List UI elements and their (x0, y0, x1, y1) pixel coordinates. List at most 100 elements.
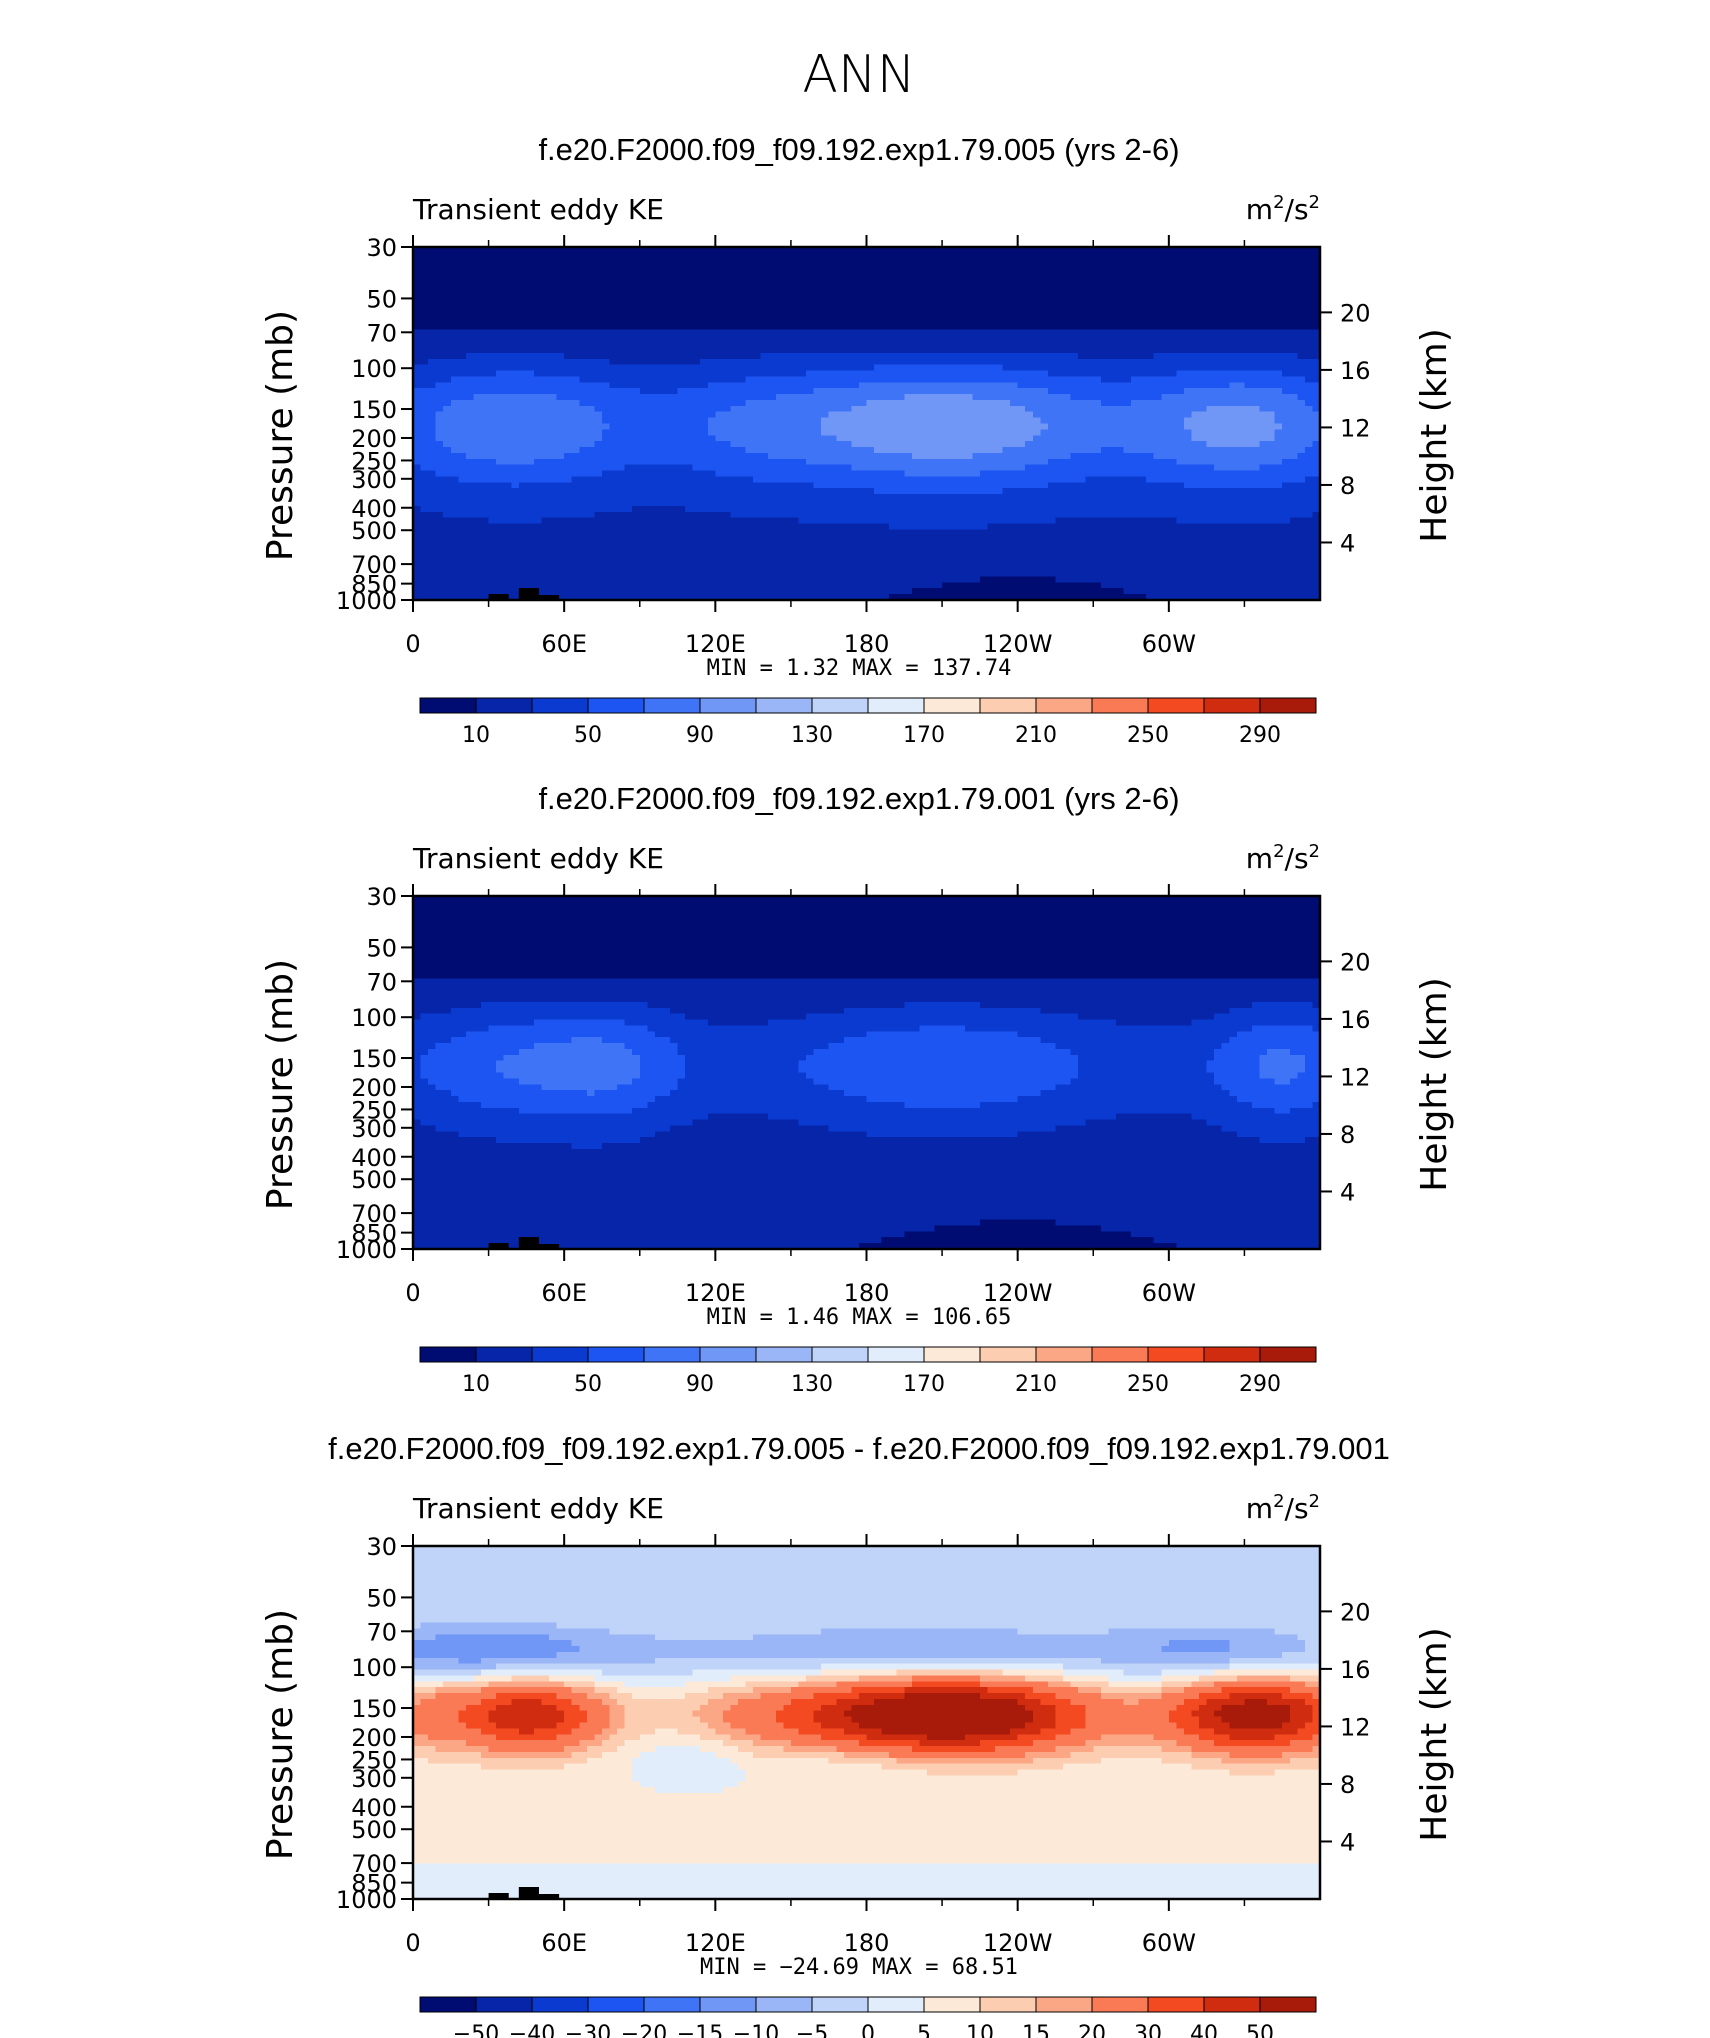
heatmap-cell (972, 482, 981, 489)
heatmap-cell (738, 370, 747, 378)
heatmap-cell (624, 394, 633, 401)
heatmap-cell (435, 335, 444, 342)
heatmap-cell (579, 258, 588, 266)
heatmap-cell (813, 252, 822, 260)
heatmap-cell (435, 317, 444, 325)
heatmap-cell (1055, 405, 1064, 413)
heatmap-cell (828, 458, 837, 466)
heatmap-cell (1093, 376, 1102, 383)
heatmap-cell (979, 417, 989, 425)
heatmap-cell (949, 382, 958, 389)
heatmap-cell (942, 247, 951, 254)
heatmap-cell (881, 341, 890, 348)
heatmap-cell (843, 417, 852, 425)
heatmap-cell (738, 399, 747, 407)
heatmap-cell (987, 470, 996, 478)
heatmap-cell (526, 447, 535, 454)
heatmap-cell (790, 399, 800, 407)
heatmap-cell (586, 476, 595, 483)
heatmap-cell (450, 399, 459, 407)
heatmap-cell (1221, 370, 1230, 378)
heatmap-cell (911, 341, 921, 348)
heatmap-cell (601, 376, 611, 383)
heatmap-cell (828, 399, 837, 407)
heatmap-cell (919, 429, 928, 436)
heatmap-cell (1168, 305, 1177, 313)
heatmap-cell (1229, 411, 1238, 419)
heatmap-cell (1085, 435, 1094, 442)
heatmap-cell (443, 423, 452, 430)
heatmap-cell (632, 329, 641, 336)
heatmap-cell (1085, 441, 1094, 448)
heatmap-cell (662, 258, 671, 266)
heatmap-cell (942, 441, 951, 448)
heatmap-cell (1063, 282, 1072, 289)
heatmap-cell (858, 458, 868, 466)
heatmap-cell (1093, 364, 1102, 372)
heatmap-cell (685, 429, 694, 436)
heatmap-cell (586, 429, 595, 436)
heatmap-cell (987, 394, 996, 401)
heatmap-cell (926, 276, 936, 283)
heatmap-cell (1131, 282, 1140, 289)
heatmap-cell (488, 317, 497, 325)
heatmap-cell (1070, 417, 1079, 425)
heatmap-cell (624, 405, 633, 413)
heatmap-cell (1093, 458, 1102, 466)
heatmap-cell (511, 411, 520, 419)
heatmap-cell (707, 464, 716, 472)
heatmap-cell (571, 305, 580, 313)
heatmap-cell (1078, 276, 1087, 283)
heatmap-cell (639, 370, 648, 378)
heatmap-cell (518, 364, 527, 372)
heatmap-cell (511, 335, 520, 342)
heatmap-cell (465, 388, 475, 395)
heatmap-cell (911, 435, 921, 442)
heatmap-cell (1191, 305, 1200, 313)
heatmap-cell (858, 417, 868, 425)
heatmap-cell (1274, 447, 1283, 454)
heatmap-cell (919, 376, 928, 383)
heatmap-cell (836, 470, 845, 478)
heatmap-cell (1108, 417, 1117, 425)
heatmap-cell (1085, 341, 1094, 348)
heatmap-cell (594, 388, 603, 395)
heatmap-cell (1161, 294, 1170, 301)
heatmap-cell (1244, 341, 1253, 348)
heatmap-cell (669, 376, 679, 383)
heatmap-cell (1115, 482, 1125, 489)
heatmap-cell (443, 447, 452, 454)
heatmap-cell (760, 323, 769, 330)
heatmap-cell (1078, 270, 1087, 278)
heatmap-cell (1025, 382, 1034, 389)
heatmap-cell (481, 458, 490, 466)
heatmap-cell (798, 299, 807, 307)
heatmap-cell (707, 411, 716, 419)
heatmap-cell (685, 452, 694, 460)
heatmap-cell (926, 258, 936, 266)
heatmap-cell (813, 317, 822, 325)
heatmap-cell (1251, 452, 1261, 460)
heatmap-cell (775, 394, 784, 401)
heatmap-cell (722, 441, 732, 448)
heatmap-cell (413, 476, 422, 483)
heatmap-cell (1078, 452, 1087, 460)
heatmap-cell (1153, 276, 1162, 283)
heatmap-cell (413, 358, 422, 366)
heatmap-cell (488, 270, 497, 278)
heatmap-cell (843, 382, 852, 389)
heatmap-cell (692, 282, 701, 289)
heatmap-cell (806, 247, 815, 254)
heatmap-cell (1085, 447, 1094, 454)
heatmap-cell (843, 358, 852, 366)
heatmap-cell (904, 352, 913, 360)
heatmap-cell (647, 447, 656, 454)
heatmap-cell (443, 258, 452, 266)
heatmap-cell (1063, 382, 1072, 389)
heatmap-cell (465, 429, 475, 436)
heatmap-cell (942, 394, 951, 401)
heatmap-cell (919, 388, 928, 395)
heatmap-cell (428, 347, 437, 354)
heatmap-cell (1282, 382, 1291, 389)
heatmap-cell (496, 252, 505, 260)
